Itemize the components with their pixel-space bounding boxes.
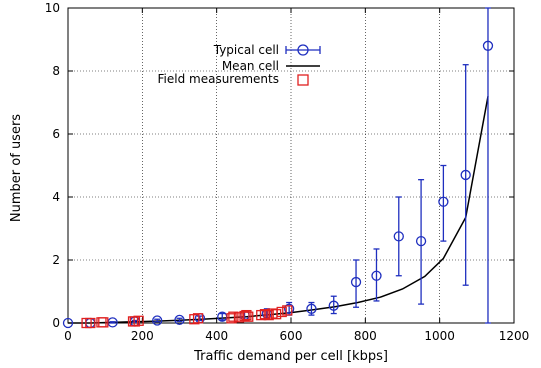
legend: Typical cell Mean cell Field measurement…: [158, 43, 321, 86]
typical-cell-marker: [371, 270, 382, 281]
typical-cell-point: [460, 64, 471, 286]
typical-cell-marker: [393, 231, 404, 242]
x-tick-label: 800: [354, 329, 377, 343]
typical-cell-point: [217, 311, 228, 322]
y-tick-label: 6: [52, 127, 60, 141]
typical-cell-point: [62, 317, 74, 329]
typical-cell-marker: [438, 196, 449, 207]
typical-cell-point: [328, 295, 339, 315]
typical-cell-marker: [350, 276, 362, 288]
field-measurement-marker: [98, 317, 109, 328]
typical-cell-marker: [152, 315, 163, 326]
x-tick-label: 0: [64, 329, 72, 343]
typical-cell-point: [415, 179, 427, 305]
legend-label-mean: Mean cell: [222, 59, 279, 73]
typical-cell-marker: [306, 303, 317, 314]
x-tick-label: 200: [131, 329, 154, 343]
field-measurement-marker: [282, 305, 293, 316]
y-tick-label: 4: [52, 190, 60, 204]
typical-cell-point: [152, 315, 163, 326]
y-tick-label: 2: [52, 253, 60, 267]
typical-cell-marker: [62, 317, 74, 329]
x-tick-label: 600: [280, 329, 303, 343]
y-tick-label: 8: [52, 64, 60, 78]
typical-cell-point: [438, 164, 449, 242]
field-measurement-marker: [133, 315, 144, 326]
y-tick-label: 10: [45, 1, 60, 15]
series: [62, 7, 494, 329]
field-measurement-marker: [189, 314, 200, 325]
legend-key-field: [297, 74, 309, 86]
field-measurement-marker: [276, 306, 287, 318]
y-axis-label: Number of users: [9, 114, 24, 222]
axis-ticks: 0 200 400 600 800 1000 1200 0 2 4 6 8 10: [45, 1, 530, 343]
field-measurement-marker: [263, 309, 274, 321]
typical-cell-marker: [460, 169, 471, 181]
typical-cell-point: [306, 301, 317, 316]
typical-cell-marker: [283, 303, 295, 314]
typical-cell-point: [482, 7, 494, 324]
y-tick-label: 0: [52, 316, 60, 330]
field-measurement-marker: [241, 309, 252, 321]
mean-cell-line: [68, 96, 489, 324]
field-measurement-marker: [243, 311, 254, 322]
grid: [68, 8, 514, 323]
typical-cell-point: [174, 314, 185, 326]
x-tick-label: 1000: [424, 329, 455, 343]
typical-cell-point: [371, 248, 382, 302]
typical-cell-point: [393, 196, 404, 277]
legend-key-typical: [285, 44, 321, 56]
field-measurement-marker: [228, 311, 239, 322]
typical-cell-marker: [328, 300, 339, 311]
x-tick-label: 1200: [499, 329, 530, 343]
legend-label-field: Field measurements: [158, 72, 279, 86]
field-measurement-marker: [256, 309, 267, 321]
typical-cell-marker: [174, 314, 185, 326]
legend-label-typical: Typical cell: [213, 43, 279, 57]
field-measurement-marker: [85, 317, 96, 329]
x-tick-label: 400: [205, 329, 228, 343]
typical-cell-marker: [482, 40, 494, 51]
typical-cell-point: [350, 259, 362, 308]
typical-cell-marker: [415, 235, 427, 247]
field-measurement-marker: [226, 313, 237, 324]
x-axis-label: Traffic demand per cell [kbps]: [193, 349, 388, 364]
field-measurement-marker: [259, 309, 271, 320]
field-measurement-marker: [192, 313, 204, 324]
field-measurement-marker: [270, 309, 282, 320]
